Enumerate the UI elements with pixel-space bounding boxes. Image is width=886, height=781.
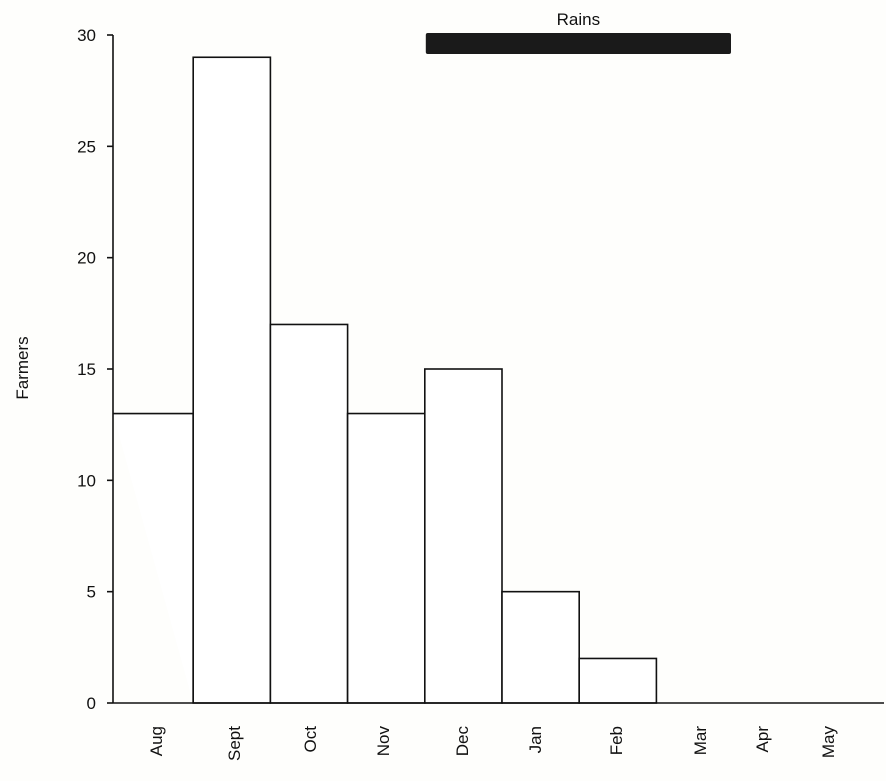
y-tick-label-30: 30 (77, 26, 96, 45)
y-axis-label: Farmers (13, 336, 32, 399)
bar-aug (113, 412, 194, 703)
y-tick-label-0: 0 (87, 694, 96, 713)
bars-group (113, 56, 658, 704)
bar-nov (346, 412, 426, 704)
x-tick-label-jan: Jan (526, 726, 545, 753)
y-tick-label-15: 15 (77, 360, 96, 379)
x-tick-label-aug: Aug (147, 726, 166, 756)
x-tick-label-nov: Nov (374, 726, 393, 757)
rains-label: Rains (557, 10, 600, 29)
x-tick-label-feb: Feb (607, 726, 626, 755)
x-tick-label-mar: Mar (691, 726, 710, 756)
bar-sept (192, 56, 272, 704)
bar-jan (501, 590, 580, 704)
x-tick-label-oct: Oct (301, 726, 320, 753)
bar-dec (423, 368, 503, 704)
bar-feb (578, 657, 658, 704)
x-tick-label-sept: Sept (225, 726, 244, 761)
annotation-group: Rains (425, 10, 731, 54)
x-ticks-group: Aug Sept Oct Nov Dec Jan Feb Mar Apr May (147, 726, 838, 761)
rains-bar (425, 33, 731, 54)
y-tick-label-5: 5 (87, 583, 96, 602)
y-ticks-group: 0 5 10 15 20 25 30 (77, 26, 113, 713)
y-tick-label-20: 20 (77, 249, 96, 268)
bar-oct (269, 323, 349, 704)
y-tick-label-10: 10 (77, 471, 96, 490)
x-tick-label-dec: Dec (453, 726, 472, 757)
y-tick-label-25: 25 (77, 137, 96, 156)
x-tick-label-apr: Apr (753, 726, 772, 753)
x-tick-label-may: May (819, 726, 838, 759)
